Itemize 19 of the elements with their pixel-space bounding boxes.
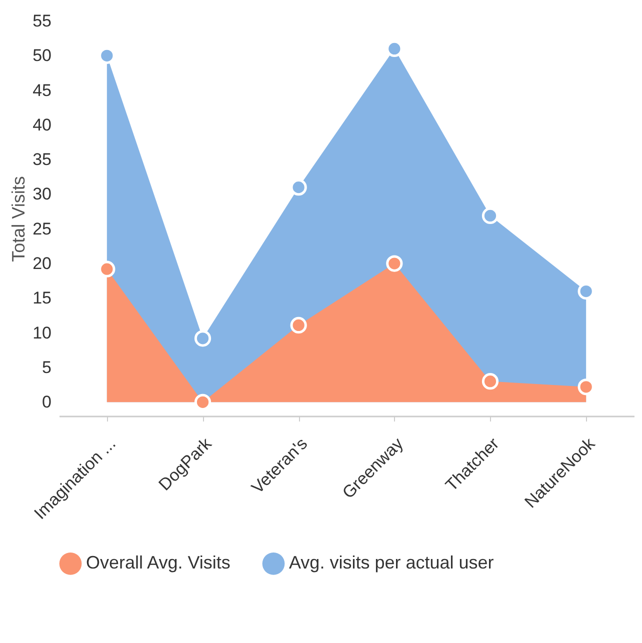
- y-tick-label: 25: [32, 219, 52, 238]
- y-tick-label: 50: [32, 46, 52, 66]
- legend-label: Overall Avg. Visits: [86, 552, 230, 573]
- y-tick-label: 40: [32, 115, 52, 134]
- y-tick-label: 20: [32, 254, 52, 274]
- y-tick-label: 15: [32, 288, 52, 308]
- legend-label: Avg. visits per actual user: [289, 552, 494, 573]
- y-tick-label: 45: [32, 80, 52, 100]
- y-tick-label: 55: [32, 12, 52, 30]
- point: [290, 316, 307, 334]
- y-tick-label: 0: [42, 392, 52, 412]
- y-tick-label: 5: [42, 358, 52, 377]
- y-axis-title: Total Visits: [8, 176, 29, 262]
- point: [482, 207, 499, 224]
- point: [386, 255, 403, 272]
- y-tick-label: 10: [32, 323, 52, 342]
- y-tick-label: 30: [32, 184, 52, 204]
- y-tick-label: 35: [32, 150, 52, 170]
- point: [194, 330, 212, 347]
